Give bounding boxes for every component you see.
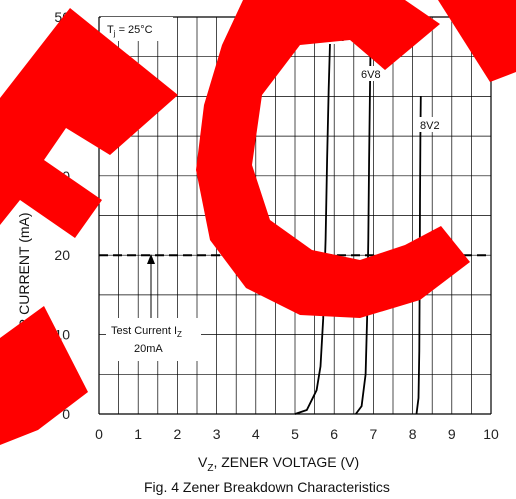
- x-axis-label: VZ, ZENER VOLTAGE (V): [198, 454, 359, 474]
- y-tick-label: 20: [54, 247, 70, 263]
- series-label-6v8: 6V8: [361, 69, 381, 81]
- series-label-8v2: 8V2: [420, 120, 440, 132]
- series-label-bg-6v8: [359, 66, 387, 81]
- x-tick-label: 6: [330, 426, 338, 442]
- test-current-label-box: [106, 318, 201, 361]
- x-tick-label: 3: [213, 426, 221, 442]
- test-current-label-line1: Test Current IZ: [111, 325, 182, 339]
- figure-caption: Fig. 4 Zener Breakdown Characteristics: [144, 479, 390, 495]
- x-tick-label: 1: [134, 426, 142, 442]
- x-tick-label: 9: [448, 426, 456, 442]
- watermark-logo: [0, 0, 516, 445]
- x-tick-label: 7: [370, 426, 378, 442]
- condition-box: [101, 17, 173, 41]
- x-tick-label: 0: [95, 426, 103, 442]
- curve-5v6: [294, 32, 332, 415]
- series-label-bg-8v2: [418, 117, 446, 132]
- curves: [294, 32, 422, 415]
- curve-6v8: [355, 32, 372, 415]
- x-tick-label: 5: [291, 426, 299, 442]
- test-current-label-line2: 20mA: [134, 343, 163, 355]
- x-tick-label: 10: [483, 426, 499, 442]
- condition-label: Tj = 25°C: [107, 24, 153, 38]
- y-tick-label: 0: [62, 406, 70, 422]
- x-tick-label: 4: [252, 426, 260, 442]
- x-tick-label: 2: [174, 426, 182, 442]
- x-tick-label: 8: [409, 426, 417, 442]
- test-current-arrow: [147, 254, 155, 318]
